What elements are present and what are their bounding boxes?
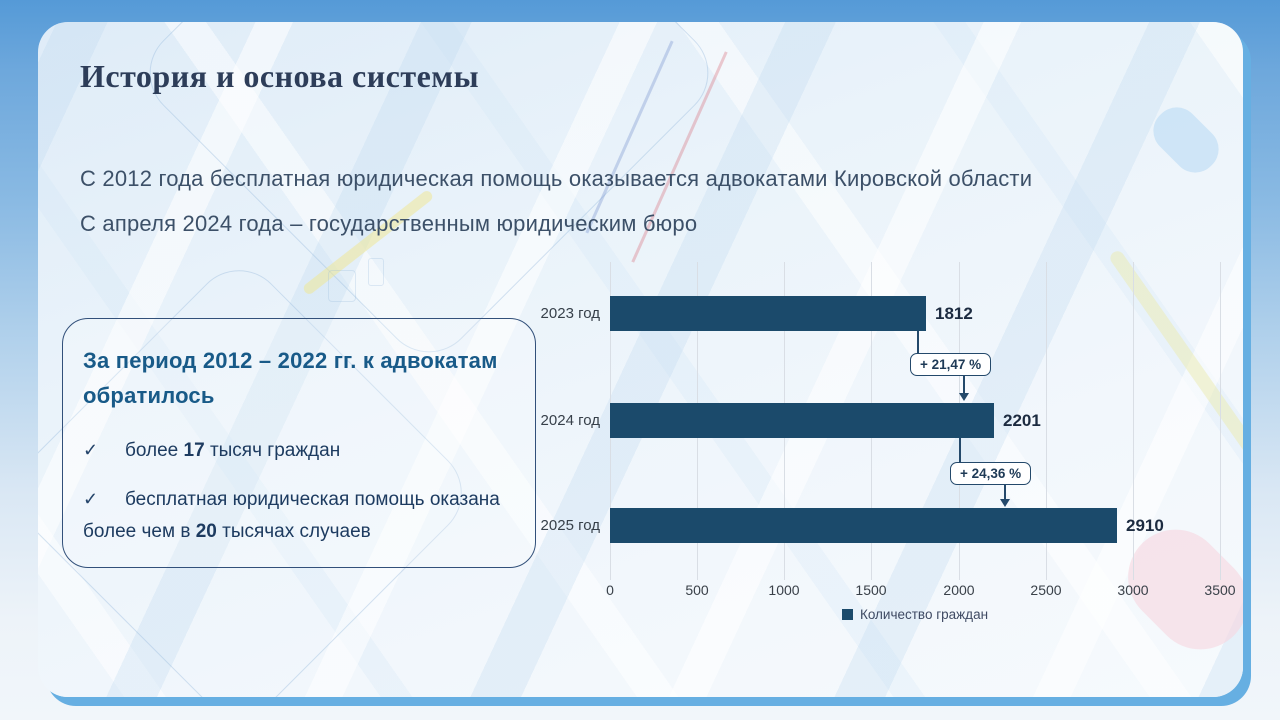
bar-2025 [610, 508, 1117, 543]
bullet-text: тысячах случаев [216, 521, 371, 543]
legend-label: Количество граждан [859, 607, 989, 622]
bar-row: 1812 [610, 296, 973, 331]
annotation-box: + 21,47 % [910, 353, 992, 376]
bullet-text: бесплатная юридическая помощь оказана бо… [83, 489, 500, 543]
connector-line [959, 438, 961, 464]
intro-line-1: С 2012 года бесплатная юридическая помощ… [80, 166, 1033, 191]
x-axis-tick-label: 500 [685, 582, 709, 598]
slide-card: История и основа системы С 2012 года бес… [38, 22, 1243, 697]
bar-chart: 2023 год 2024 год 2025 год 1812 2201 291… [38, 22, 1243, 697]
x-axis-tick-label: 3500 [1204, 582, 1236, 598]
bar-2023 [610, 296, 926, 331]
intro-line-2: С апреля 2024 года – государственным юри… [80, 211, 698, 236]
bar-row: 2910 [610, 508, 1164, 543]
info-box-heading: За период 2012 – 2022 гг. к адвокатам об… [83, 348, 498, 409]
bar-2024 [610, 403, 994, 438]
bullet-number: 20 [195, 521, 217, 543]
bar-value-label: 2201 [1003, 410, 1041, 430]
page-title: История и основа системы [80, 58, 480, 94]
gridline [1220, 262, 1221, 580]
category-label: 2024 год [540, 412, 600, 429]
info-box: За период 2012 – 2022 гг. к адвокатам об… [62, 318, 536, 568]
chart-legend: Количество граждан [610, 607, 1220, 622]
bar-row: 2201 [610, 403, 1041, 438]
bullet-number: 17 [183, 440, 205, 462]
x-axis-tick-label: 1000 [768, 582, 800, 598]
bullet-text: тысяч граждан [204, 440, 341, 462]
check-icon: ✓ [83, 489, 99, 510]
annotation-box: + 24,36 % [950, 462, 1032, 485]
connector-line [1004, 485, 1006, 500]
connector-line [963, 376, 965, 394]
arrow-down-icon [1000, 499, 1010, 507]
connector-line [917, 331, 919, 355]
legend-swatch-icon [841, 609, 853, 620]
bar-value-label: 1812 [935, 303, 973, 323]
list-item: ✓ бесплатная юридическая помощь оказана б… [83, 484, 515, 548]
x-axis-tick-label: 2500 [1030, 582, 1062, 598]
category-label: 2023 год [540, 305, 600, 322]
bar-value-label: 2910 [1126, 515, 1164, 535]
arrow-down-icon [959, 393, 969, 401]
check-icon: ✓ [83, 440, 99, 461]
list-item: ✓ более 17 тысяч граждан [83, 435, 515, 467]
x-axis-tick-label: 2000 [943, 582, 975, 598]
x-axis-tick-label: 3000 [1117, 582, 1149, 598]
x-axis-tick-label: 1500 [855, 582, 887, 598]
gridline [1046, 262, 1047, 580]
category-label: 2025 год [540, 517, 600, 534]
gridline [1133, 262, 1134, 580]
intro-text: С 2012 года бесплатная юридическая помощ… [80, 166, 1210, 256]
x-axis-tick-label: 0 [606, 582, 614, 598]
bullet-text: более [125, 440, 184, 462]
